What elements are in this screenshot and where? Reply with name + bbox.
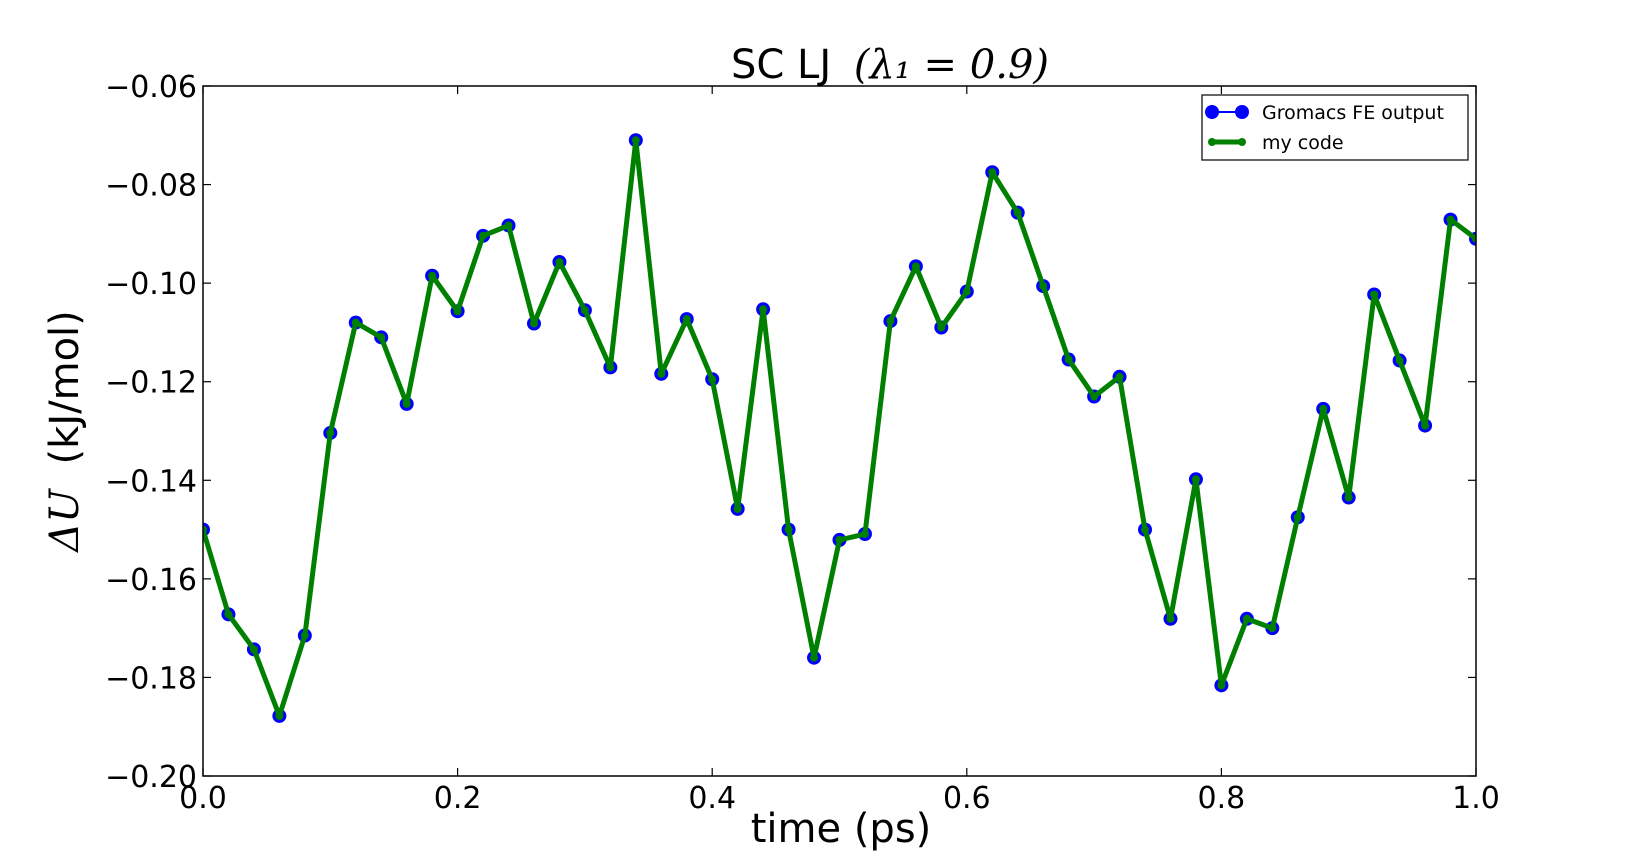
data-point-my-code: [453, 307, 462, 316]
data-point-my-code: [1141, 525, 1150, 534]
data-point-my-code: [759, 305, 768, 314]
data-point-my-code: [580, 306, 589, 315]
data-point-my-code: [275, 711, 284, 720]
data-point-my-code: [988, 168, 997, 177]
y-tick-label: −0.20: [105, 760, 197, 795]
x-tick-label: 1.0: [1452, 781, 1500, 816]
data-point-my-code: [326, 428, 335, 437]
x-tick-label: 0.8: [1198, 781, 1246, 816]
y-axis-label-unit: (kJ/mol): [42, 310, 88, 464]
y-tick-label: −0.08: [105, 169, 197, 204]
series-layer: [203, 133, 1476, 723]
legend-entry-my-code: my code: [1208, 132, 1344, 154]
data-point-my-code: [428, 271, 437, 280]
legend-swatch-my-code-marker-right: [1238, 138, 1246, 146]
x-tick-label: 0.4: [688, 781, 736, 816]
data-point-my-code: [1217, 681, 1226, 690]
x-tick-label: 0.0: [179, 781, 227, 816]
chart-title-math: (λ₁ = 0.9): [854, 42, 1049, 88]
chart-title: SC LJ (λ₁ = 0.9): [731, 42, 1049, 88]
data-point-my-code: [555, 257, 564, 266]
data-point-my-code: [203, 525, 207, 534]
data-point-my-code: [1319, 404, 1328, 413]
x-tick-label: 0.2: [434, 781, 482, 816]
data-point-my-code: [1370, 290, 1379, 299]
y-axis-label-math: ΔU: [42, 488, 88, 554]
data-point-my-code: [1293, 513, 1302, 522]
data-point-my-code: [1446, 215, 1455, 224]
y-axis-label: ΔU (kJ/mol): [42, 310, 88, 554]
data-point-my-code: [1395, 356, 1404, 365]
plot-area: [203, 86, 1476, 776]
legend-swatch-gromacs-marker-right: [1235, 105, 1249, 119]
data-point-my-code: [1039, 282, 1048, 291]
data-point-my-code: [529, 319, 538, 328]
data-point-my-code: [911, 262, 920, 271]
data-point-my-code: [1064, 355, 1073, 364]
y-tick-label: −0.10: [105, 267, 197, 302]
data-point-my-code: [1115, 372, 1124, 381]
data-point-my-code: [733, 504, 742, 513]
data-point-my-code: [479, 231, 488, 240]
data-point-my-code: [1242, 614, 1251, 623]
y-tick-label: −0.16: [105, 563, 197, 598]
series-my-code: [203, 136, 1476, 720]
data-point-my-code: [402, 399, 411, 408]
data-point-my-code: [1013, 208, 1022, 217]
legend: Gromacs FE output my code: [1201, 94, 1469, 161]
chart-title-prefix: SC LJ: [731, 42, 831, 88]
data-point-my-code: [1090, 392, 1099, 401]
legend-swatch-my-code-marker-left: [1208, 138, 1216, 146]
data-point-my-code: [682, 315, 691, 324]
data-point-my-code: [249, 645, 258, 654]
data-point-my-code: [1472, 234, 1476, 243]
data-point-my-code: [504, 221, 513, 230]
data-point-my-code: [606, 363, 615, 372]
tick-layer: 0.0 0.2 0.4 0.6 0.8 1.0 −0.06 −0.08 −0.10 −0.12 −0…: [105, 70, 1500, 816]
legend-swatch-gromacs-marker-left: [1205, 105, 1219, 119]
data-point-my-code: [1191, 475, 1200, 484]
data-point-my-code: [886, 317, 895, 326]
data-point-my-code: [835, 535, 844, 544]
data-point-my-code: [377, 333, 386, 342]
data-point-my-code: [937, 323, 946, 332]
data-point-my-code: [962, 287, 971, 296]
legend-box: [1201, 94, 1469, 161]
data-point-my-code: [1268, 624, 1277, 633]
x-tick-label: 0.6: [943, 781, 991, 816]
y-tick-label: −0.12: [105, 366, 197, 401]
data-point-my-code: [860, 530, 869, 539]
plot-frame: [202, 85, 1477, 777]
data-point-my-code: [784, 525, 793, 534]
data-point-my-code: [1344, 493, 1353, 502]
y-tick-label: −0.06: [105, 70, 197, 105]
legend-label-gromacs: Gromacs FE output: [1262, 102, 1444, 124]
data-point-my-code: [300, 631, 309, 640]
data-point-my-code: [657, 369, 666, 378]
y-tick-label: −0.18: [105, 661, 197, 696]
legend-label-my-code: my code: [1262, 132, 1344, 154]
data-point-my-code: [810, 653, 819, 662]
data-point-my-code: [1421, 421, 1430, 430]
data-point-my-code: [224, 610, 233, 619]
x-axis-label: time (ps): [751, 806, 932, 852]
data-point-my-code: [1166, 614, 1175, 623]
data-point-my-code: [631, 136, 640, 145]
data-point-my-code: [351, 318, 360, 327]
y-tick-label: −0.14: [105, 464, 197, 499]
data-point-my-code: [708, 375, 717, 384]
legend-entry-gromacs: Gromacs FE output: [1205, 102, 1444, 124]
